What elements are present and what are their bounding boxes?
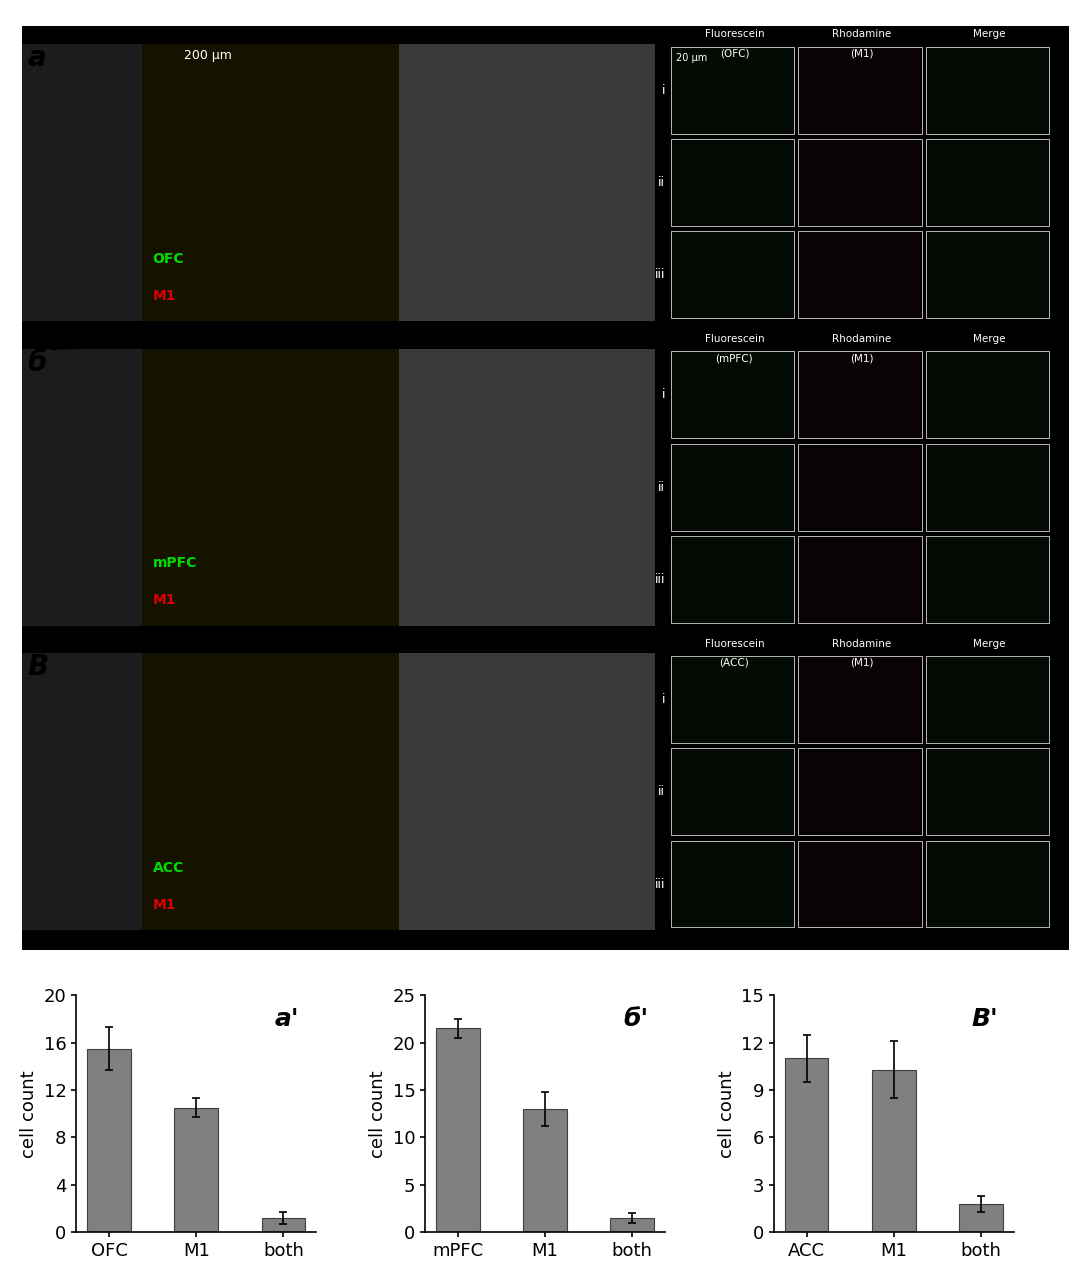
Text: (OFC): (OFC): [719, 49, 749, 59]
Text: iii: iii: [655, 573, 665, 586]
Text: Merge: Merge: [973, 639, 1006, 649]
Bar: [925, 232, 1050, 319]
Text: M1: M1: [153, 593, 177, 607]
Bar: [436, 1028, 480, 1233]
Text: M1: M1: [153, 288, 177, 302]
Bar: [610, 1219, 654, 1233]
Text: OFC: OFC: [153, 252, 184, 266]
Bar: [798, 536, 922, 623]
Bar: [670, 749, 794, 835]
Text: (M1): (M1): [850, 353, 874, 364]
Text: В': В': [971, 1007, 998, 1032]
Bar: [925, 444, 1050, 530]
Bar: [798, 140, 922, 225]
Bar: [22, 44, 142, 321]
Text: 1cm: 1cm: [48, 339, 78, 353]
Bar: [670, 232, 794, 319]
Bar: [798, 657, 922, 742]
Bar: [959, 1204, 1003, 1233]
Bar: [925, 536, 1050, 623]
Text: ii: ii: [658, 177, 665, 189]
Bar: [925, 657, 1050, 742]
Bar: [142, 44, 399, 321]
Bar: [925, 352, 1050, 438]
Bar: [142, 348, 399, 626]
Bar: [262, 1219, 305, 1233]
Text: Fluorescein: Fluorescein: [704, 334, 764, 344]
Bar: [174, 1108, 218, 1233]
Text: б': б': [623, 1007, 649, 1032]
Bar: [142, 653, 399, 931]
Bar: [399, 653, 655, 931]
Text: 20 μm: 20 μm: [676, 54, 707, 63]
Bar: [925, 140, 1050, 225]
Text: (M1): (M1): [850, 658, 874, 668]
Text: Rhodamine: Rhodamine: [833, 29, 892, 40]
Bar: [670, 444, 794, 530]
Bar: [670, 352, 794, 438]
Y-axis label: cell count: cell count: [20, 1070, 38, 1157]
Bar: [399, 348, 655, 626]
Bar: [22, 348, 142, 626]
Text: M1: M1: [153, 897, 177, 911]
Bar: [872, 1070, 916, 1233]
Text: a': a': [275, 1007, 300, 1032]
Text: (M1): (M1): [850, 49, 874, 59]
Bar: [670, 536, 794, 623]
Bar: [87, 1048, 131, 1233]
Text: Rhodamine: Rhodamine: [833, 639, 892, 649]
Text: Rhodamine: Rhodamine: [833, 334, 892, 344]
Text: б: б: [27, 348, 47, 376]
Text: iii: iii: [655, 878, 665, 891]
Bar: [925, 749, 1050, 835]
Text: ACC: ACC: [153, 861, 184, 874]
Text: Merge: Merge: [973, 334, 1006, 344]
Bar: [925, 841, 1050, 928]
Text: iii: iii: [655, 269, 665, 282]
Bar: [798, 232, 922, 319]
Text: (mPFC): (mPFC): [716, 353, 753, 364]
Text: ii: ii: [658, 785, 665, 799]
Text: mPFC: mPFC: [153, 557, 197, 570]
Bar: [523, 1108, 567, 1233]
Text: а: а: [27, 44, 46, 72]
Bar: [22, 653, 142, 931]
Y-axis label: cell count: cell count: [368, 1070, 387, 1157]
Text: (ACC): (ACC): [719, 658, 749, 668]
Y-axis label: cell count: cell count: [717, 1070, 736, 1157]
Bar: [670, 47, 794, 133]
Text: Fluorescein: Fluorescein: [704, 639, 764, 649]
Bar: [798, 749, 922, 835]
Bar: [798, 352, 922, 438]
Bar: [798, 444, 922, 530]
Bar: [399, 44, 655, 321]
Text: В: В: [27, 653, 48, 681]
Text: ii: ii: [658, 481, 665, 494]
Text: 200 μm: 200 μm: [184, 49, 232, 61]
Text: i: i: [662, 83, 665, 97]
Text: i: i: [662, 692, 665, 707]
Text: i: i: [662, 388, 665, 402]
Text: Merge: Merge: [973, 29, 1006, 40]
Bar: [670, 140, 794, 225]
Bar: [785, 1059, 828, 1233]
Bar: [925, 47, 1050, 133]
Bar: [798, 47, 922, 133]
Text: Fluorescein: Fluorescein: [704, 29, 764, 40]
Bar: [670, 657, 794, 742]
Bar: [670, 841, 794, 928]
Bar: [798, 841, 922, 928]
